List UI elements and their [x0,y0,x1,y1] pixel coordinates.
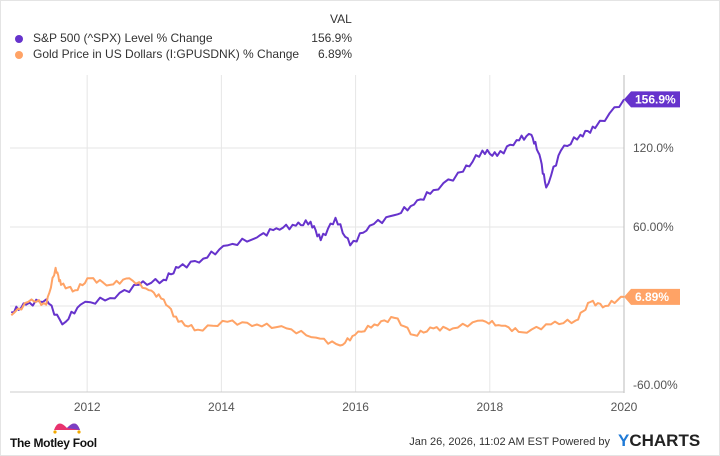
legend-value-header: VAL [330,12,352,26]
end-value-flag [624,288,680,305]
x-tick-label: 2020 [611,400,638,414]
series-dot-icon [15,51,23,59]
y-tick-label: 60.00% [633,220,674,234]
y-tick-label: -60.00% [633,378,678,392]
ycharts-text: CHARTS [629,431,701,450]
legend-label: Gold Price in US Dollars (I:GPUSDNK) % C… [33,47,300,61]
ycharts-logo[interactable]: YCHARTS [618,431,700,451]
timestamp: Jan 26, 2026, 11:02 AM EST Powered by [409,436,610,448]
legend-item-sp500[interactable]: S&P 500 (^SPX) Level % Change 156.9% [0,31,352,47]
gold-series-line [10,266,625,347]
series-dot-icon [15,35,23,43]
x-tick-label: 2018 [476,400,503,414]
ycharts-y: Y [618,431,630,450]
end-value-flag [624,91,680,108]
motley-fool-logo: The Motley Fool [10,423,97,450]
end-value-label: 6.89% [635,290,669,304]
brand-name: The Motley Fool [10,436,97,450]
legend-item-gold[interactable]: Gold Price in US Dollars (I:GPUSDNK) % C… [0,47,352,63]
legend-label: S&P 500 (^SPX) Level % Change [33,31,213,45]
jester-hat-icon [53,423,81,434]
end-value-label: 156.9% [635,92,676,106]
x-tick-label: 2016 [342,400,369,414]
y-tick-label: 120.0% [633,141,674,155]
legend-value: 6.89% [317,47,352,61]
sp500-series-line [10,98,625,326]
x-tick-label: 2014 [208,400,235,414]
x-tick-label: 2012 [74,400,101,414]
legend-value: 156.9% [311,31,352,45]
